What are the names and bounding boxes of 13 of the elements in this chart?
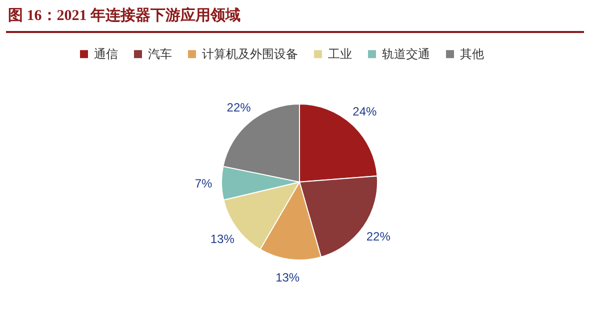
legend-label: 汽车 [148,47,172,62]
legend-label: 工业 [328,47,352,62]
chart-title: 图 16：2021 年连接器下游应用领域 [8,6,240,25]
data-label: 22% [366,230,391,244]
legend-label: 通信 [94,47,118,62]
data-label: 24% [352,104,378,119]
data-label: 13% [210,232,235,246]
data-label: 7% [194,176,213,190]
data-label: 13% [276,270,300,284]
legend-label: 轨道交通 [382,47,430,62]
legend-label: 其他 [460,47,484,62]
data-label: 22% [226,100,252,115]
legend-label: 计算机及外围设备 [202,47,298,62]
